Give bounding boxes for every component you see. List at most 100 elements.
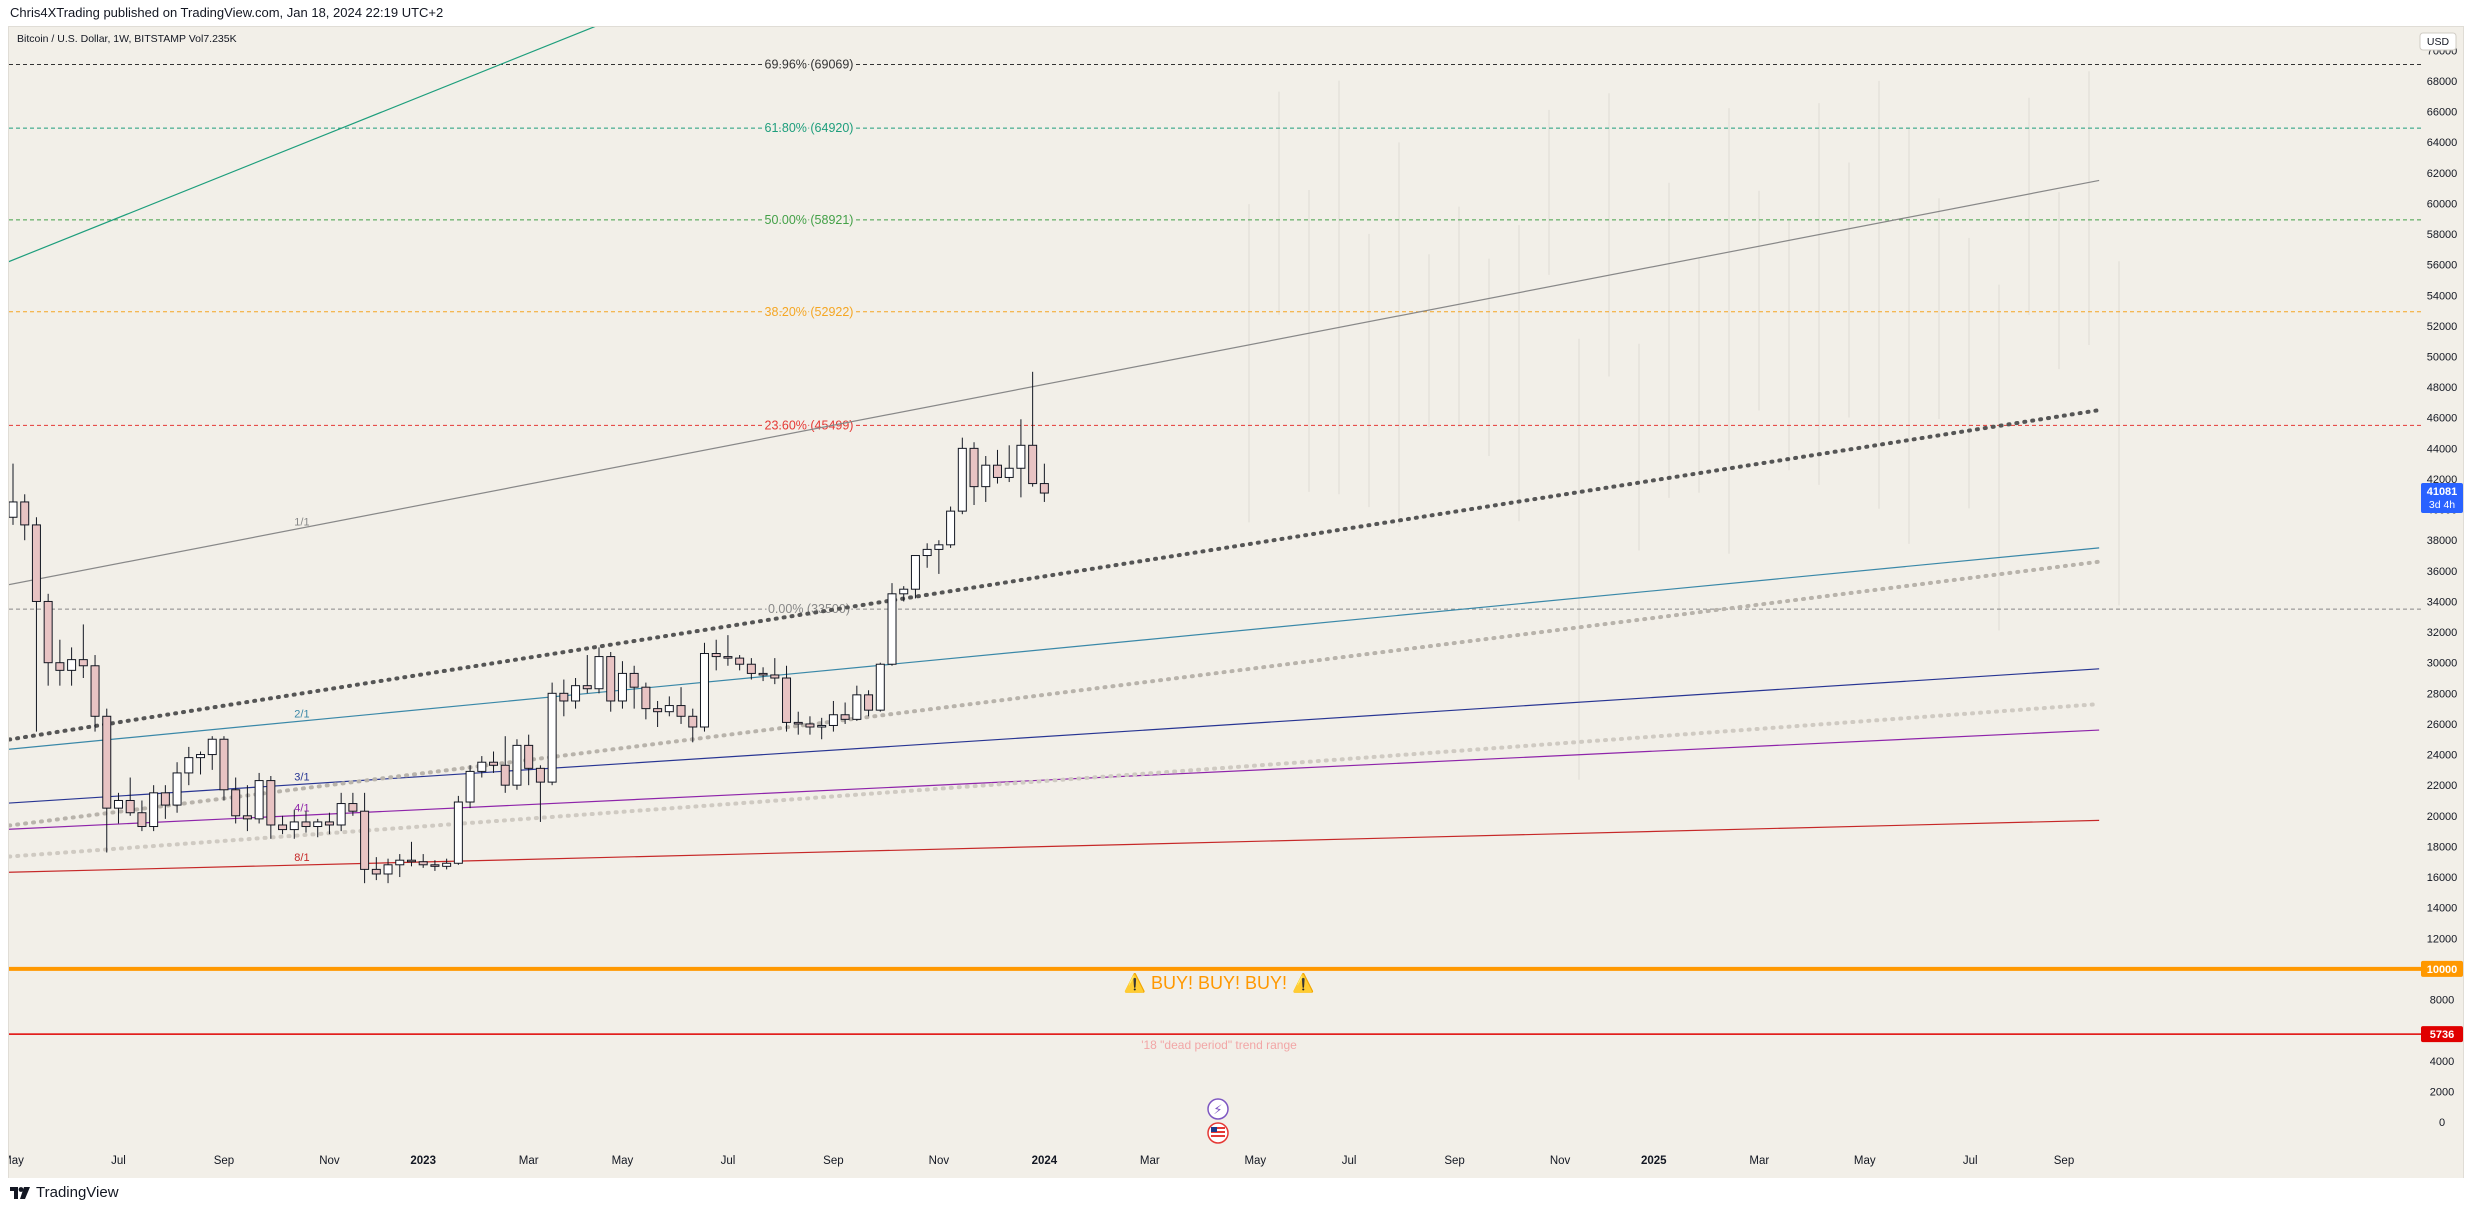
candle-body bbox=[137, 812, 147, 828]
fan-label: 8/1 bbox=[294, 852, 309, 864]
footer-bar bbox=[0, 1178, 2475, 1209]
candle-body bbox=[301, 821, 311, 828]
candle-body bbox=[78, 659, 88, 667]
currency-button[interactable]: USD bbox=[2419, 32, 2457, 51]
candle-body bbox=[676, 705, 686, 717]
candle-body bbox=[172, 772, 182, 806]
y-tick-label: 20000 bbox=[2427, 811, 2458, 823]
trendline bbox=[9, 27, 596, 263]
candle-body bbox=[981, 464, 991, 488]
candle-body bbox=[641, 686, 651, 710]
candle-body bbox=[617, 672, 627, 702]
candle-body bbox=[805, 723, 815, 728]
x-tick-label: Sep bbox=[1444, 1155, 1464, 1167]
y-tick-label: 60000 bbox=[2427, 198, 2458, 210]
candle-body bbox=[31, 524, 41, 602]
trendline bbox=[9, 559, 2102, 828]
y-tick-label: 0 bbox=[2439, 1117, 2445, 1129]
annotations: ⚠️ BUY! BUY! BUY! ⚠️ '18 "dead period" tr… bbox=[9, 966, 2421, 1052]
candle-body bbox=[524, 744, 534, 769]
fib-level-label: 69.96% (69069) bbox=[765, 58, 854, 72]
y-tick-label: 18000 bbox=[2427, 841, 2458, 853]
candle-body bbox=[442, 862, 452, 867]
candle-body bbox=[817, 724, 827, 728]
y-tick-label: 26000 bbox=[2427, 719, 2458, 731]
candle-body bbox=[113, 799, 123, 809]
candle-body bbox=[887, 593, 897, 665]
candle-body bbox=[711, 653, 721, 658]
candle-body bbox=[348, 803, 358, 812]
candle-body bbox=[864, 694, 874, 711]
price-badge-sublabel: 3d 4h bbox=[2429, 499, 2455, 511]
candle-body bbox=[1016, 444, 1026, 469]
y-tick-label: 54000 bbox=[2427, 290, 2458, 302]
chart-area[interactable]: 69.96% (69069) 61.80% (64920) 50.00% (5892… bbox=[8, 26, 2464, 1179]
x-tick-label: 2023 bbox=[410, 1155, 436, 1167]
price-badge bbox=[2421, 960, 2463, 977]
dead-period-annotation: '18 "dead period" trend range bbox=[1141, 1038, 1297, 1052]
x-tick-label: Sep bbox=[214, 1155, 234, 1167]
candles bbox=[9, 371, 1049, 884]
event-icon-flash[interactable]: ⚡ bbox=[1207, 1098, 1229, 1120]
candle-body bbox=[102, 715, 112, 809]
y-tick-label: 58000 bbox=[2427, 229, 2458, 241]
candle-body bbox=[559, 692, 569, 702]
y-tick-label: 32000 bbox=[2427, 627, 2458, 639]
candle-body bbox=[793, 721, 803, 725]
candle-body bbox=[969, 447, 979, 488]
y-tick-label: 34000 bbox=[2427, 596, 2458, 608]
price-chart[interactable]: 69.96% (69069) 61.80% (64920) 50.00% (5892… bbox=[9, 27, 2463, 1178]
price-badge bbox=[2421, 483, 2463, 514]
fib-level-label: 38.20% (52922) bbox=[765, 305, 854, 319]
candle-body bbox=[1004, 467, 1014, 478]
x-tick-label: Nov bbox=[319, 1155, 340, 1167]
candle-body bbox=[571, 685, 581, 702]
y-tick-label: 66000 bbox=[2427, 107, 2458, 119]
candle-body bbox=[840, 714, 850, 720]
candle-body bbox=[899, 588, 909, 595]
trendline bbox=[9, 729, 2100, 830]
y-tick-label: 30000 bbox=[2427, 658, 2458, 670]
price-badge-label: 5736 bbox=[2430, 1029, 2454, 1041]
fib-level-label: 50.00% (58921) bbox=[765, 213, 854, 227]
event-icon-us-flag[interactable] bbox=[1207, 1122, 1229, 1144]
candle-body bbox=[629, 672, 639, 688]
candle-body bbox=[477, 761, 487, 772]
tradingview-logo[interactable]: TradingView bbox=[10, 1184, 119, 1201]
candle-body bbox=[664, 705, 674, 713]
fan-label: 1/1 bbox=[294, 516, 309, 528]
candle-body bbox=[336, 803, 346, 826]
x-tick-label: May bbox=[612, 1155, 634, 1167]
x-tick-label: Jul bbox=[111, 1155, 126, 1167]
trendlines: 1/1 2/1 3/1 4/1 8/1 bbox=[9, 27, 2102, 873]
x-tick-label: Jul bbox=[721, 1155, 736, 1167]
candle-body bbox=[90, 665, 100, 717]
candle-body bbox=[360, 810, 370, 870]
svg-text:⚡: ⚡ bbox=[1213, 1102, 1222, 1117]
trendline bbox=[9, 408, 2102, 742]
x-tick-label: Jul bbox=[1963, 1155, 1978, 1167]
fib-level-label: 0.00% (33500) bbox=[768, 602, 850, 616]
currency-label: USD bbox=[2427, 36, 2450, 48]
y-tick-label: 52000 bbox=[2427, 321, 2458, 333]
candle-body bbox=[20, 501, 30, 526]
candle-body bbox=[231, 789, 241, 817]
axes: 0200040006000800012000140001600018000200… bbox=[9, 45, 2463, 1167]
y-tick-label: 64000 bbox=[2427, 137, 2458, 149]
candle-body bbox=[875, 663, 885, 711]
x-tick-label: Nov bbox=[929, 1155, 950, 1167]
y-tick-label: 8000 bbox=[2430, 995, 2454, 1007]
candle-body bbox=[43, 600, 53, 664]
candle-body bbox=[383, 864, 393, 875]
candle-body bbox=[395, 859, 405, 866]
candle-body bbox=[184, 757, 194, 774]
candle-body bbox=[1028, 444, 1038, 485]
trendline bbox=[9, 179, 2100, 586]
candle-body bbox=[782, 677, 792, 723]
candle-body bbox=[758, 672, 768, 676]
fib-level-label: 61.80% (64920) bbox=[765, 121, 854, 135]
candle-body bbox=[324, 821, 334, 826]
trendline bbox=[9, 819, 2100, 873]
top-bar: Chris4XTrading published on TradingView.… bbox=[0, 0, 2475, 26]
y-tick-label: 48000 bbox=[2427, 382, 2458, 394]
